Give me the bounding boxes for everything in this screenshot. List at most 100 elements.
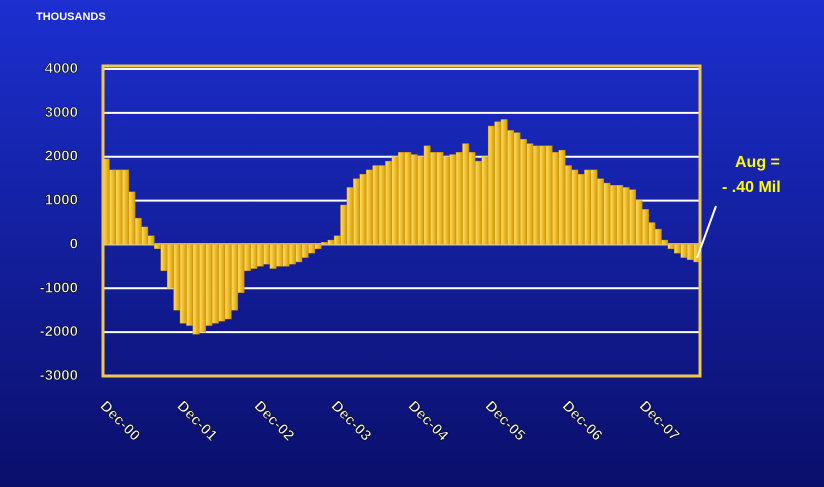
y-tick-label: 2000 bbox=[45, 148, 78, 165]
bar bbox=[314, 244, 322, 250]
bar bbox=[301, 244, 309, 258]
bar bbox=[199, 244, 206, 333]
bar bbox=[288, 244, 296, 265]
bar bbox=[237, 244, 245, 293]
bar bbox=[410, 154, 418, 245]
bar bbox=[166, 244, 174, 289]
bar bbox=[468, 152, 476, 245]
bar bbox=[648, 222, 656, 245]
bar bbox=[276, 244, 283, 267]
y-tick-label: 1000 bbox=[45, 192, 78, 209]
unit-label: THOUSANDS bbox=[36, 11, 106, 23]
bar bbox=[256, 244, 264, 267]
bar bbox=[346, 187, 354, 245]
bar bbox=[436, 152, 444, 245]
bar bbox=[577, 174, 585, 245]
bar bbox=[224, 244, 232, 320]
bar bbox=[250, 244, 258, 269]
bar bbox=[398, 152, 405, 245]
bar bbox=[179, 244, 187, 324]
bar bbox=[526, 143, 534, 245]
bar bbox=[353, 178, 360, 245]
bar bbox=[564, 165, 572, 245]
bar bbox=[487, 125, 495, 245]
bar bbox=[423, 145, 431, 245]
bar bbox=[597, 178, 604, 245]
bar bbox=[134, 217, 142, 245]
bar bbox=[218, 244, 226, 322]
bar bbox=[211, 244, 219, 324]
bar bbox=[558, 149, 566, 245]
bar bbox=[455, 152, 463, 245]
bar bbox=[263, 244, 271, 265]
bar bbox=[661, 239, 669, 245]
y-tick-label: -1000 bbox=[40, 279, 78, 296]
plot-frame bbox=[101, 64, 702, 378]
bar bbox=[295, 244, 303, 263]
bar bbox=[674, 244, 681, 254]
bar bbox=[244, 244, 251, 271]
bar bbox=[642, 209, 649, 245]
bar bbox=[365, 169, 373, 245]
bar bbox=[269, 244, 277, 269]
bar bbox=[584, 169, 592, 245]
bar bbox=[282, 244, 290, 267]
bar bbox=[481, 156, 489, 245]
bar bbox=[122, 169, 129, 245]
bar bbox=[404, 152, 412, 245]
annotation: - .40 Mil bbox=[722, 179, 781, 196]
bar bbox=[532, 145, 540, 245]
y-tick-label: 3000 bbox=[45, 104, 78, 121]
bar bbox=[513, 132, 521, 245]
bar bbox=[192, 244, 200, 335]
bar bbox=[391, 156, 399, 245]
bar bbox=[385, 160, 393, 245]
bar bbox=[616, 185, 624, 245]
bar bbox=[141, 226, 149, 245]
bar bbox=[507, 130, 515, 245]
bar bbox=[359, 174, 367, 245]
bar bbox=[449, 154, 457, 245]
bar bbox=[667, 244, 675, 250]
bar bbox=[308, 244, 316, 254]
bar bbox=[205, 244, 213, 326]
y-tick-label: -2000 bbox=[40, 323, 78, 340]
bar bbox=[494, 121, 502, 245]
bar bbox=[128, 191, 136, 245]
bar bbox=[635, 200, 643, 245]
y-tick-label: -3000 bbox=[40, 367, 78, 384]
bar bbox=[571, 169, 579, 245]
bar bbox=[186, 244, 194, 326]
bar bbox=[378, 165, 386, 245]
y-tick-label: 4000 bbox=[45, 60, 78, 77]
bar bbox=[539, 145, 547, 245]
bar bbox=[462, 143, 470, 245]
bar bbox=[147, 235, 155, 245]
bar bbox=[173, 244, 181, 311]
bar bbox=[231, 244, 239, 311]
bar bbox=[372, 165, 380, 245]
bar bbox=[654, 228, 662, 245]
bar bbox=[475, 160, 482, 245]
bar bbox=[340, 204, 348, 245]
bar bbox=[109, 169, 117, 245]
bar bbox=[609, 185, 617, 245]
bar bbox=[629, 189, 637, 245]
bar bbox=[552, 152, 559, 245]
annotation-arrow bbox=[696, 205, 717, 259]
bar bbox=[321, 242, 328, 245]
bar bbox=[154, 244, 161, 250]
bar bbox=[686, 244, 694, 260]
bar bbox=[417, 156, 425, 245]
annotation: Aug = bbox=[735, 154, 780, 171]
bar bbox=[327, 239, 335, 245]
bar bbox=[430, 152, 438, 245]
bar bbox=[545, 145, 553, 245]
bar bbox=[333, 235, 341, 245]
bar bbox=[443, 156, 450, 245]
bar bbox=[590, 169, 598, 245]
bar bbox=[115, 169, 123, 245]
y-tick-label: 0 bbox=[70, 235, 78, 252]
bar bbox=[160, 244, 168, 271]
